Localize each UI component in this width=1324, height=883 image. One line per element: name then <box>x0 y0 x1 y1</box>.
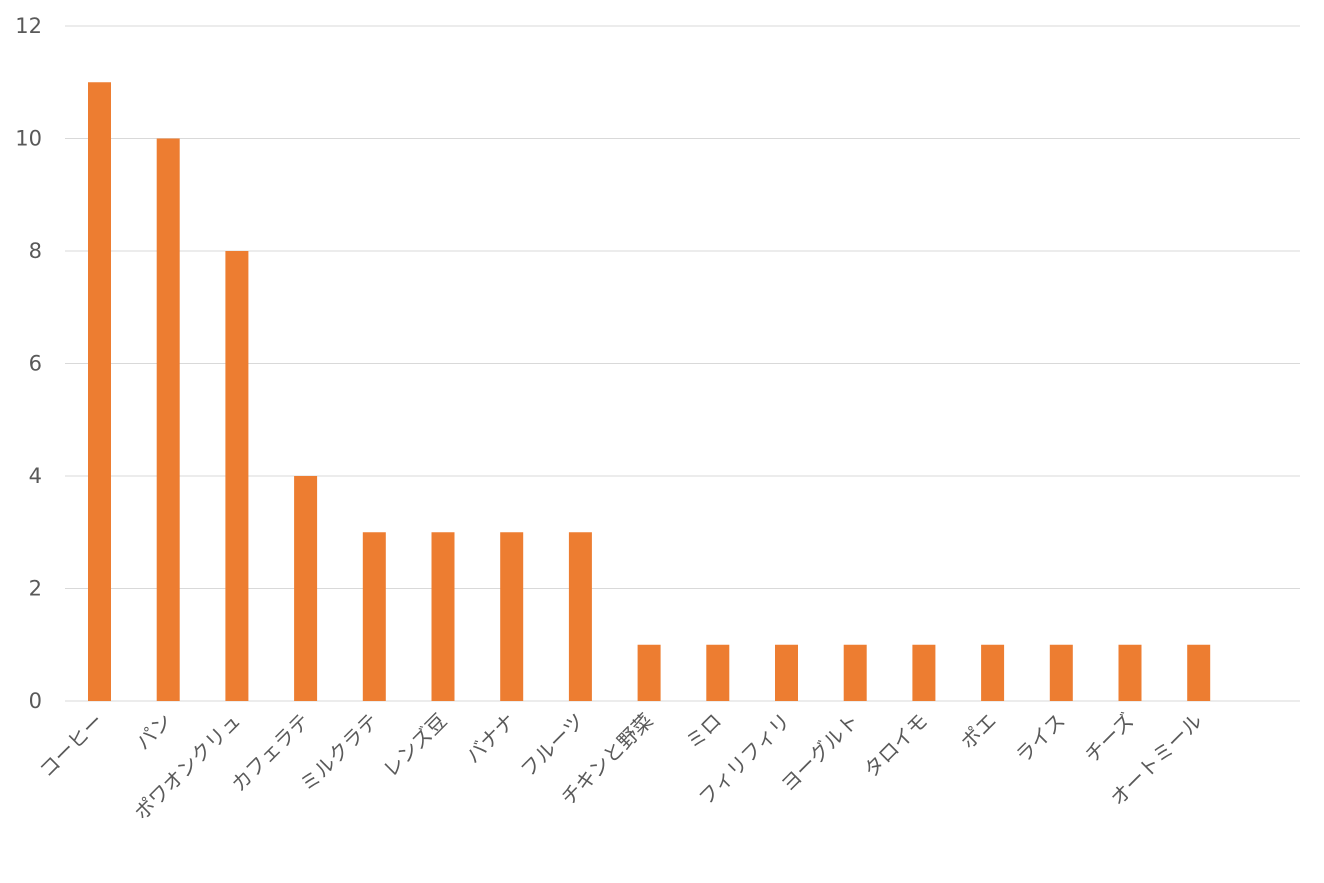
x-tick-label: ポエ <box>956 709 1001 754</box>
x-tick-label: チーズ <box>1080 709 1139 768</box>
y-tick-label: 4 <box>29 464 42 488</box>
bar-16 <box>1187 644 1211 701</box>
x-tick-label: パン <box>131 709 177 755</box>
bar-8 <box>637 644 661 701</box>
x-tick-label: ミロ <box>681 709 726 754</box>
bar-11 <box>843 644 867 701</box>
gridlines <box>65 25 1300 702</box>
bar-4 <box>362 532 386 701</box>
bar-2 <box>225 251 249 701</box>
bar-14 <box>1049 644 1073 701</box>
bar-3 <box>294 476 318 701</box>
y-tick-label: 12 <box>15 14 42 38</box>
x-tick-label: ライス <box>1011 709 1070 768</box>
y-tick-label: 8 <box>29 239 42 263</box>
y-axis-ticks: 0 2 4 6 8 10 12 <box>15 14 42 713</box>
bar-9 <box>706 644 730 701</box>
x-tick-label: コーヒー <box>34 709 108 783</box>
bar-0 <box>88 82 111 701</box>
bar-13 <box>981 644 1005 701</box>
y-tick-label: 10 <box>15 127 42 151</box>
x-tick-label: タロイモ <box>859 709 933 783</box>
bar-7 <box>568 532 592 701</box>
x-tick-label: バナナ <box>461 709 520 768</box>
y-tick-label: 0 <box>29 689 42 713</box>
bar-1 <box>156 138 180 701</box>
y-tick-label: 6 <box>29 352 42 376</box>
bar-15 <box>1118 644 1142 701</box>
bars <box>88 82 1211 701</box>
bar-6 <box>500 532 524 701</box>
bar-10 <box>775 644 798 701</box>
bar-5 <box>431 532 455 701</box>
bar-12 <box>912 644 936 701</box>
x-tick-label: レンズ豆 <box>378 709 451 782</box>
y-tick-label: 2 <box>29 577 42 601</box>
